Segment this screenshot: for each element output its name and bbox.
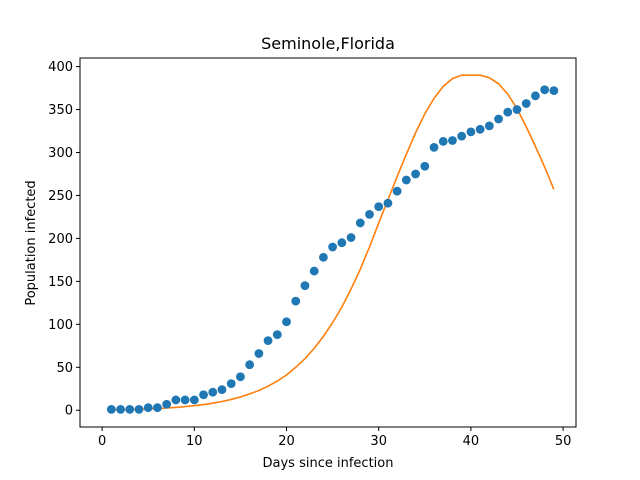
- x-tick-label: 10: [186, 434, 203, 449]
- data-point: [309, 266, 319, 276]
- y-axis: 0 50 100 150 200 250 300 350 400: [48, 60, 80, 419]
- data-point: [106, 404, 116, 414]
- y-tick-label: 50: [56, 361, 73, 376]
- data-point: [457, 131, 467, 141]
- data-point: [300, 281, 310, 291]
- data-point: [208, 387, 218, 397]
- x-tick-label: 50: [555, 434, 572, 449]
- x-axis-label: Days since infection: [263, 456, 394, 471]
- data-point: [226, 379, 236, 389]
- data-point: [448, 136, 457, 145]
- data-point: [217, 385, 227, 395]
- data-point: [199, 390, 208, 400]
- plot-frame: [79, 57, 577, 428]
- data-point: [392, 186, 402, 196]
- data-point: [401, 175, 411, 185]
- data-point: [355, 218, 365, 228]
- data-point: [153, 403, 162, 413]
- data-point: [494, 114, 503, 124]
- data-point: [475, 124, 485, 134]
- data-point: [263, 336, 273, 346]
- data-point: [282, 317, 291, 327]
- data-point: [383, 198, 393, 208]
- series-line: [111, 74, 555, 411]
- data-point: [236, 372, 245, 382]
- data-point: [180, 395, 190, 405]
- data-point: [549, 86, 559, 96]
- data-point: [143, 403, 153, 413]
- data-point: [531, 91, 540, 101]
- y-tick-label: 0: [65, 404, 73, 419]
- data-point: [162, 399, 172, 409]
- y-axis-label: Population infected: [24, 180, 39, 305]
- data-point: [466, 127, 476, 137]
- x-tick-label: 30: [370, 434, 387, 449]
- data-point: [374, 202, 384, 212]
- data-point: [134, 404, 144, 414]
- data-point: [245, 360, 255, 370]
- x-axis: 0 10 20 30 40 50: [98, 427, 571, 449]
- data-point: [328, 242, 338, 252]
- chart-title: Seminole,Florida: [261, 34, 395, 53]
- data-point: [512, 105, 522, 114]
- y-tick-label: 350: [48, 103, 73, 118]
- data-point: [189, 395, 199, 405]
- data-point: [318, 252, 328, 262]
- data-point: [484, 121, 494, 131]
- x-tick-label: 0: [98, 434, 106, 449]
- x-tick-label: 20: [278, 434, 295, 449]
- y-tick-label: 200: [48, 232, 73, 247]
- data-point: [429, 142, 439, 152]
- data-point: [540, 85, 550, 95]
- y-tick-label: 300: [48, 146, 73, 161]
- data-point: [411, 169, 420, 179]
- data-point: [272, 330, 282, 340]
- data-point: [337, 238, 347, 248]
- data-point: [171, 395, 181, 405]
- y-tick-label: 400: [48, 60, 73, 75]
- data-point: [503, 107, 513, 117]
- data-point: [420, 161, 430, 171]
- y-tick-label: 150: [48, 275, 73, 290]
- data-point: [254, 349, 264, 358]
- y-tick-label: 100: [48, 318, 73, 333]
- y-tick-label: 250: [48, 189, 73, 204]
- data-point: [125, 404, 135, 414]
- data-point: [438, 136, 448, 146]
- data-point: [346, 233, 356, 242]
- data-point: [116, 404, 125, 414]
- plot-area: [106, 74, 559, 414]
- x-tick-label: 40: [463, 434, 480, 449]
- data-point: [291, 296, 301, 306]
- data-point: [365, 209, 374, 219]
- data-point: [521, 99, 531, 108]
